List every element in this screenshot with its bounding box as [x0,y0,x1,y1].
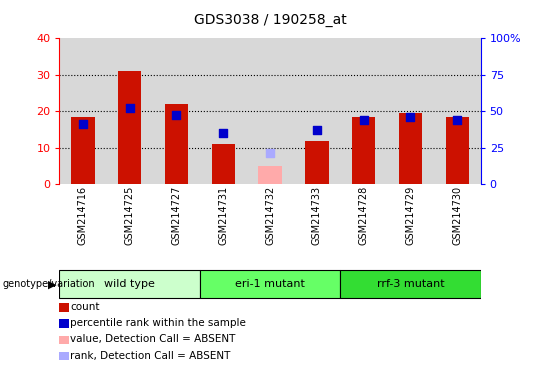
Bar [212,144,235,184]
Bar [399,113,422,184]
Text: GDS3038 / 190258_at: GDS3038 / 190258_at [194,13,346,27]
Bar [59,270,200,298]
Bar [153,38,200,184]
Point [453,118,462,124]
Bar [258,166,282,184]
Point [266,150,274,156]
Point [406,114,415,120]
Bar [434,38,481,184]
Bar [118,71,141,184]
Bar [200,270,340,298]
Bar [352,117,375,184]
Bar [293,38,340,184]
Bar [165,104,188,184]
Bar [71,117,94,184]
Bar [59,38,106,184]
Text: rrf-3 mutant: rrf-3 mutant [376,279,444,289]
Point [313,126,321,132]
Text: eri-1 mutant: eri-1 mutant [235,279,305,289]
Text: value, Detection Call = ABSENT: value, Detection Call = ABSENT [70,334,235,344]
Text: ▶: ▶ [48,279,57,289]
Text: wild type: wild type [104,279,155,289]
Text: rank, Detection Call = ABSENT: rank, Detection Call = ABSENT [70,351,231,361]
Bar [106,38,153,184]
Point [172,112,181,118]
Bar [446,117,469,184]
Bar [387,38,434,184]
Point [219,130,227,136]
Bar [340,38,387,184]
Text: genotype/variation: genotype/variation [3,279,96,289]
Point [359,118,368,124]
Point [78,121,87,127]
Bar [247,38,293,184]
Bar [200,38,247,184]
Point [125,104,134,111]
Bar [340,270,481,298]
Text: percentile rank within the sample: percentile rank within the sample [70,318,246,328]
Bar [305,141,328,184]
Text: count: count [70,302,100,312]
